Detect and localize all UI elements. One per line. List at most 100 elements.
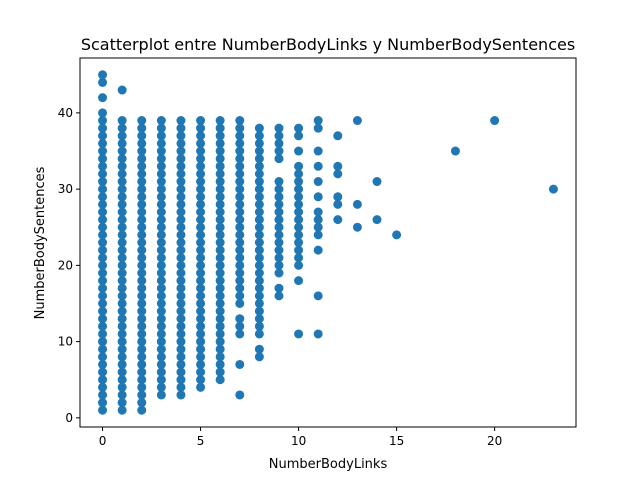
data-point	[196, 382, 206, 392]
data-point	[215, 146, 225, 156]
data-point	[254, 154, 264, 164]
data-point	[294, 230, 304, 240]
data-point	[176, 367, 186, 377]
data-point	[98, 222, 108, 232]
data-point	[117, 138, 127, 148]
data-point	[235, 314, 245, 324]
data-point	[333, 161, 343, 171]
data-point	[176, 390, 186, 400]
data-point	[176, 215, 186, 225]
y-tick-label: 30	[58, 182, 73, 196]
data-point	[313, 245, 323, 255]
data-point	[196, 131, 206, 141]
data-point	[333, 169, 343, 179]
data-point	[137, 192, 147, 202]
data-point	[313, 215, 323, 225]
data-point	[117, 123, 127, 133]
data-point	[176, 123, 186, 133]
data-point	[137, 276, 147, 286]
data-point	[294, 222, 304, 232]
data-point	[196, 344, 206, 354]
data-point	[215, 291, 225, 301]
data-point	[235, 154, 245, 164]
data-point	[215, 344, 225, 354]
data-point	[254, 253, 264, 263]
data-point	[156, 291, 166, 301]
data-point	[137, 337, 147, 347]
data-point	[215, 306, 225, 316]
data-point	[98, 268, 108, 278]
data-point	[137, 238, 147, 247]
data-point	[137, 390, 147, 400]
data-point	[313, 222, 323, 232]
data-point	[294, 276, 304, 286]
data-point	[176, 207, 186, 217]
data-point	[117, 276, 127, 286]
data-point	[274, 177, 284, 187]
data-point	[196, 123, 206, 133]
data-point	[196, 276, 206, 286]
data-point	[235, 131, 245, 141]
data-point	[98, 230, 108, 240]
data-point	[117, 382, 127, 392]
data-point	[215, 177, 225, 187]
data-point	[352, 199, 362, 209]
data-point	[156, 146, 166, 156]
data-point	[156, 123, 166, 133]
data-point	[215, 138, 225, 148]
data-point	[274, 215, 284, 225]
data-point	[274, 253, 284, 263]
data-point	[392, 230, 402, 240]
data-point	[98, 253, 108, 263]
data-point	[176, 230, 186, 240]
data-point	[98, 215, 108, 225]
data-point	[117, 268, 127, 278]
data-point	[137, 344, 147, 354]
data-point	[117, 199, 127, 209]
chart-title: Scatterplot entre NumberBodyLinks y Numb…	[81, 35, 575, 54]
data-point	[137, 314, 147, 324]
x-tick-label: 5	[197, 434, 205, 448]
data-point	[294, 146, 304, 156]
data-point	[254, 161, 264, 171]
data-point	[254, 260, 264, 270]
data-point	[254, 199, 264, 209]
data-point	[196, 184, 206, 194]
data-point	[98, 146, 108, 156]
data-point	[137, 283, 147, 293]
data-point	[294, 215, 304, 225]
data-point	[176, 352, 186, 362]
data-point	[274, 207, 284, 217]
data-point	[98, 77, 108, 87]
data-point	[333, 215, 343, 225]
data-point	[215, 230, 225, 240]
x-tick-label: 15	[389, 434, 404, 448]
data-point	[117, 85, 127, 95]
data-point	[196, 359, 206, 369]
data-point	[196, 283, 206, 293]
data-point	[117, 177, 127, 187]
data-point	[274, 138, 284, 148]
data-point	[254, 184, 264, 194]
data-point	[274, 199, 284, 209]
data-point	[313, 207, 323, 217]
data-point	[98, 344, 108, 354]
data-point	[196, 375, 206, 385]
data-point	[215, 260, 225, 270]
data-point	[156, 222, 166, 232]
data-point	[294, 192, 304, 202]
data-point	[176, 314, 186, 324]
data-point	[274, 260, 284, 270]
data-point	[215, 238, 225, 247]
data-point	[294, 238, 304, 247]
data-point	[196, 146, 206, 156]
data-point	[176, 169, 186, 179]
data-point	[137, 230, 147, 240]
data-point	[215, 298, 225, 308]
data-point	[196, 298, 206, 308]
data-point	[117, 306, 127, 316]
data-point	[117, 375, 127, 385]
data-point	[196, 238, 206, 247]
data-point	[117, 405, 127, 415]
data-point	[176, 192, 186, 202]
